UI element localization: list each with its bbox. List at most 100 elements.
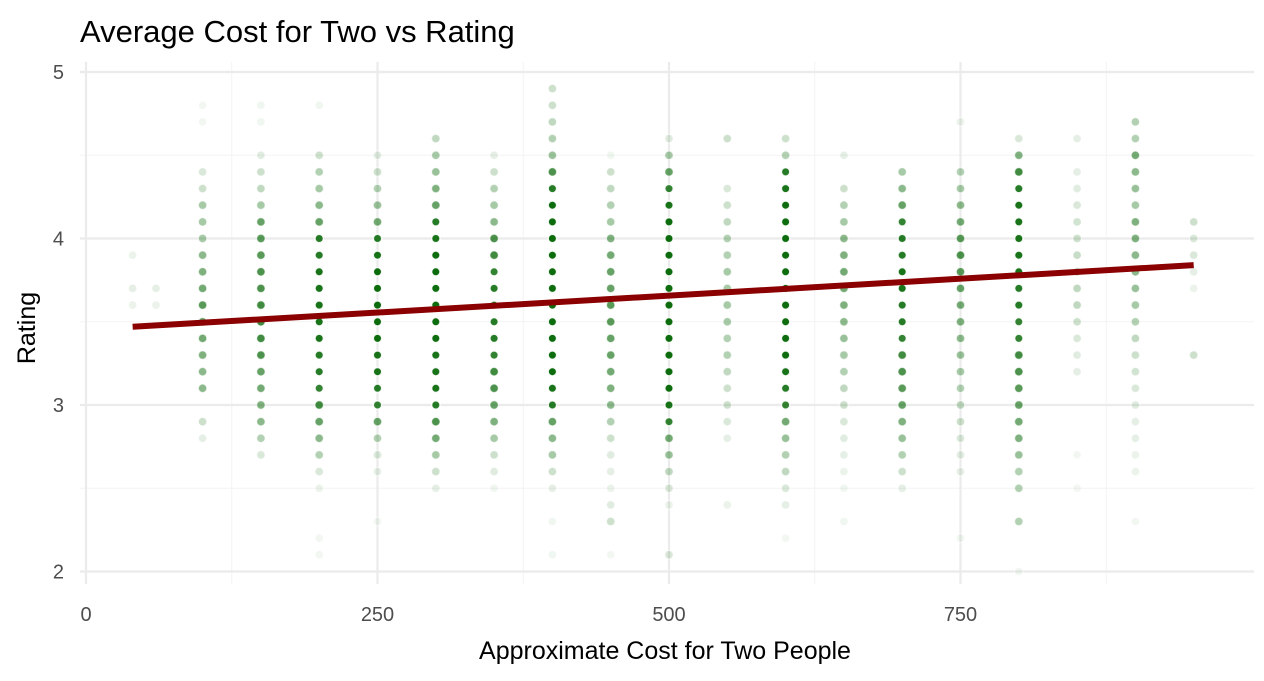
data-point — [780, 466, 791, 477]
data-point — [780, 533, 791, 543]
data-point — [197, 250, 208, 260]
data-point — [955, 250, 966, 260]
data-point — [780, 450, 791, 460]
data-point — [605, 483, 616, 494]
trend-line — [132, 262, 1194, 330]
data-point — [372, 466, 383, 477]
data-point — [955, 433, 966, 444]
data-point — [897, 383, 907, 394]
x-tick-label: 0 — [80, 604, 91, 626]
trend-line-group — [132, 262, 1194, 330]
data-point — [489, 217, 499, 227]
data-point — [547, 316, 558, 327]
data-point — [372, 266, 383, 277]
data-point — [605, 283, 616, 294]
data-point — [839, 300, 849, 310]
data-point — [780, 333, 791, 344]
data-point — [1013, 183, 1024, 194]
data-point — [197, 300, 208, 310]
data-point — [1188, 283, 1199, 294]
data-point — [664, 366, 674, 377]
data-point — [1130, 167, 1141, 177]
data-point — [955, 366, 966, 377]
data-point — [780, 250, 791, 261]
y-tick-label: 4 — [53, 229, 64, 251]
data-point — [722, 183, 733, 194]
data-point — [897, 216, 908, 227]
data-point — [605, 200, 616, 210]
data-point — [547, 150, 558, 161]
data-point — [1130, 217, 1141, 227]
data-point — [1130, 350, 1141, 360]
data-point — [547, 333, 558, 344]
data-point — [372, 400, 383, 410]
data-point — [256, 117, 266, 127]
data-point — [547, 233, 558, 244]
data-point — [489, 350, 499, 360]
data-point — [722, 366, 733, 377]
data-point — [372, 316, 383, 327]
data-point — [314, 300, 325, 310]
data-point — [372, 283, 383, 294]
data-point — [780, 483, 791, 494]
data-point — [1072, 250, 1082, 260]
data-point — [1072, 133, 1082, 144]
data-point — [722, 300, 733, 310]
data-point — [1072, 350, 1082, 360]
data-point — [955, 233, 966, 244]
data-point — [1130, 366, 1141, 377]
data-point — [489, 383, 499, 394]
data-point — [197, 117, 208, 127]
data-point — [839, 483, 849, 494]
data-point — [897, 200, 907, 210]
data-point — [1014, 133, 1024, 144]
data-point — [197, 217, 208, 227]
data-point — [664, 500, 674, 510]
y-tick-label: 3 — [53, 395, 64, 417]
data-point — [839, 233, 849, 244]
data-point — [197, 333, 208, 344]
data-point — [430, 283, 441, 294]
data-point — [897, 400, 907, 410]
data-point — [372, 183, 383, 194]
data-point — [430, 383, 441, 394]
data-point — [839, 466, 849, 477]
data-point — [197, 416, 208, 427]
data-point — [197, 167, 208, 177]
data-point — [955, 317, 966, 327]
data-point — [780, 183, 791, 194]
data-point — [197, 283, 208, 294]
data-point — [547, 366, 558, 377]
data-point — [839, 450, 849, 460]
y-tick-label: 5 — [53, 62, 64, 84]
data-point — [780, 416, 791, 427]
data-point — [372, 250, 383, 261]
data-point — [664, 450, 674, 460]
data-point — [256, 300, 266, 310]
data-point — [839, 350, 849, 360]
data-point — [1014, 466, 1024, 477]
data-point — [489, 433, 499, 444]
data-point — [431, 183, 441, 194]
data-point — [839, 433, 849, 444]
data-point — [1130, 250, 1141, 260]
data-point — [1014, 516, 1024, 527]
data-point — [314, 233, 325, 244]
data-point — [547, 100, 558, 111]
data-point — [664, 350, 674, 360]
data-point — [664, 183, 674, 194]
data-point — [256, 366, 266, 377]
data-point — [256, 350, 266, 360]
data-point — [1072, 450, 1082, 460]
data-point — [1014, 350, 1024, 360]
data-point — [314, 400, 324, 410]
data-point — [489, 167, 499, 177]
data-point — [314, 183, 324, 194]
data-point — [897, 433, 907, 444]
data-point — [722, 267, 733, 277]
data-point — [256, 150, 266, 161]
data-point — [1014, 483, 1024, 494]
data-point — [256, 217, 266, 227]
data-point — [897, 283, 908, 294]
